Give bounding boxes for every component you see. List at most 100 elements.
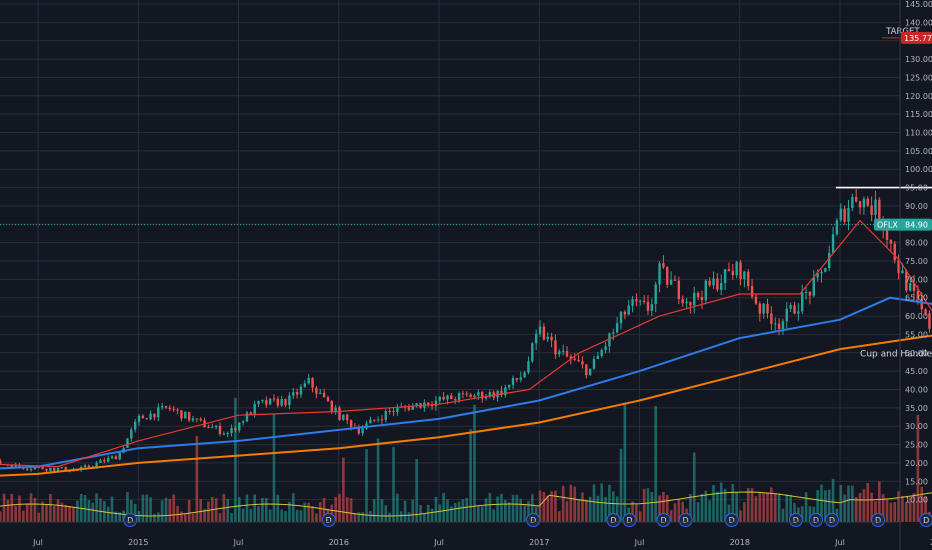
volume-bar — [839, 485, 843, 522]
candle-body — [654, 284, 657, 305]
candle-body — [280, 398, 283, 406]
y-tick-label: 90.00 — [905, 202, 928, 211]
price-axis[interactable]: 10.00 15.00 20.00 25.00 30.00 35.00 40.00 45.00… — [899, 0, 932, 550]
candle-body — [770, 313, 773, 324]
candle-body — [870, 205, 873, 215]
candle-body — [666, 267, 669, 285]
candle-body — [573, 358, 576, 360]
volume-bar — [781, 508, 785, 522]
volume-bar — [897, 491, 900, 522]
candle-body — [83, 465, 87, 468]
volume-bar — [430, 508, 434, 522]
candle-body — [453, 399, 457, 401]
candle-body — [542, 326, 546, 340]
candle-body — [608, 333, 611, 347]
volume-bar — [750, 488, 754, 522]
candle-body — [820, 271, 823, 274]
volume-bar — [646, 488, 650, 522]
volume-bar — [91, 502, 95, 522]
volume-bar — [434, 496, 438, 522]
y-tick-label: 65.00 — [905, 294, 928, 303]
y-tick-label: 50.00 — [905, 349, 928, 358]
volume-bar — [284, 511, 287, 522]
volume-bar — [654, 405, 657, 522]
candle-body — [164, 406, 168, 408]
candle-body — [241, 421, 245, 423]
volume-bar — [511, 494, 515, 522]
volume-bar — [712, 485, 715, 522]
candle-body — [369, 419, 372, 424]
candle-body — [812, 277, 815, 296]
candle-body — [137, 415, 141, 422]
y-tick-label: 125.00 — [905, 73, 932, 82]
candle-body — [214, 425, 218, 428]
candle-body — [592, 358, 596, 369]
volume-bar — [870, 492, 873, 522]
volume-bar — [573, 486, 577, 522]
dividend-marker — [919, 513, 932, 527]
dividend-marker-letter: D — [127, 516, 133, 525]
candle-body — [141, 415, 145, 419]
candle-body — [10, 465, 13, 468]
candle-body — [874, 199, 877, 215]
candle-body — [561, 351, 565, 353]
volume-bar — [345, 497, 349, 522]
y-tick-label: 140.00 — [905, 18, 932, 27]
candle-body — [828, 252, 831, 269]
candle-body — [681, 298, 684, 304]
volume-bar — [689, 493, 692, 522]
candle-body — [218, 425, 222, 435]
candle-body — [866, 198, 869, 206]
candle-body — [153, 413, 156, 418]
candle-body — [831, 234, 835, 253]
volume-bar — [723, 488, 727, 522]
candle-body — [373, 419, 376, 421]
candle-body — [662, 263, 665, 268]
candle-body — [885, 228, 889, 240]
candle-body — [781, 321, 785, 329]
candle-body — [33, 467, 37, 469]
volume-bar — [843, 494, 846, 522]
volume-bar — [662, 491, 665, 522]
volume-bar — [299, 510, 303, 522]
candle-body — [110, 456, 114, 458]
volume-bar — [554, 490, 557, 522]
volume-bar — [924, 496, 927, 522]
volume-bar — [423, 513, 426, 522]
volume-bar — [361, 512, 364, 522]
y-tick-label: 60.00 — [905, 312, 928, 321]
volume-bar — [357, 512, 361, 522]
volume-bar — [735, 492, 738, 522]
candle-body — [774, 323, 777, 325]
volume-bar — [484, 498, 488, 522]
candle-body — [299, 386, 303, 395]
candle-body — [700, 297, 704, 301]
volume-bar — [334, 496, 337, 522]
volume-bar — [731, 483, 735, 522]
dividend-marker — [622, 513, 637, 527]
volume-bar — [330, 504, 334, 522]
volume-bar — [504, 500, 507, 522]
volume-bar — [773, 493, 777, 522]
volume-bar — [411, 499, 415, 522]
volume-bar — [157, 512, 160, 522]
volume-bar — [353, 513, 357, 522]
dividend-marker-letter: D — [729, 516, 735, 525]
candle-body — [928, 313, 931, 329]
volume-bar — [762, 493, 765, 522]
volume-bar — [623, 402, 627, 522]
candle-body — [835, 220, 839, 235]
volume-bar — [743, 502, 746, 522]
volume-bar — [87, 500, 91, 522]
candle-body — [708, 280, 711, 286]
volume-bar — [453, 503, 457, 522]
candle-body — [238, 422, 241, 431]
volume-bar — [538, 490, 542, 522]
candle-body — [631, 299, 634, 306]
volume-bar — [2, 493, 6, 522]
time-axis[interactable]: Jul2015Jul2016Jul2017Jul2018Jul2019Jul20… — [0, 521, 932, 547]
candle-body — [207, 427, 210, 429]
candle-body — [180, 410, 183, 419]
volume-bar — [739, 510, 742, 522]
